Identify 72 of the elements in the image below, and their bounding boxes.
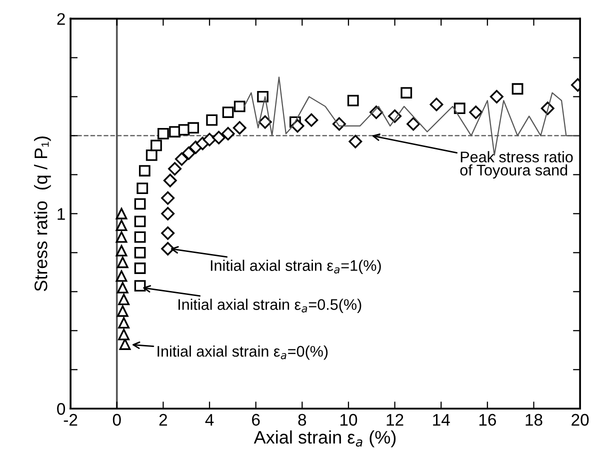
point (161, 226, 175, 240)
annotation: Initial axial strain ε$_{a}$=0.5(%) (178, 298, 362, 313)
x-tick-label: 20 (572, 414, 589, 426)
point (134, 262, 146, 274)
point (116, 208, 128, 220)
point (138, 165, 150, 176)
point (168, 162, 182, 176)
point (146, 149, 158, 161)
point (116, 270, 128, 282)
y-tick-label: 0 (57, 403, 66, 415)
point (116, 305, 128, 317)
point (116, 231, 128, 243)
y-tick-label: 1 (58, 208, 65, 220)
point (158, 128, 169, 140)
point (134, 280, 146, 292)
x-tick-label: 0 (112, 414, 121, 426)
x-tick-label: 12 (386, 414, 404, 426)
point (512, 83, 524, 95)
point (454, 102, 466, 114)
x-tick-label: 10 (340, 414, 358, 426)
point (118, 328, 130, 340)
point (212, 130, 226, 144)
point (118, 317, 130, 329)
point (163, 174, 177, 188)
point (134, 231, 146, 243)
point (136, 182, 148, 194)
x-tick-label: -2 (64, 414, 78, 426)
point (116, 256, 128, 268)
x-tick-label: 6 (252, 414, 260, 426)
point (258, 115, 272, 129)
point (116, 220, 128, 232)
point (221, 126, 235, 140)
point (150, 140, 162, 152)
x-tick-label: 2 (159, 414, 167, 426)
point (222, 106, 234, 118)
point (161, 242, 175, 256)
y-tick-label: 2 (57, 13, 65, 25)
point (469, 106, 483, 119)
point (134, 246, 146, 258)
point (400, 87, 412, 98)
point (202, 132, 216, 146)
point (347, 94, 359, 106)
point (175, 152, 188, 166)
point (290, 119, 304, 133)
point (134, 216, 146, 228)
point (116, 245, 128, 256)
point (188, 122, 199, 134)
x-tick-label: 18 (526, 414, 542, 426)
point (182, 146, 196, 160)
point (234, 100, 246, 112)
point (206, 114, 218, 126)
x-tick-label: 14 (433, 414, 450, 426)
x-tick-label: 8 (298, 414, 306, 426)
point (304, 113, 318, 127)
point (161, 191, 175, 205)
point (116, 282, 128, 294)
point (232, 121, 246, 135)
x-axis-title: Axial strain ε$_{a}$ (%) (254, 430, 396, 448)
y-axis-title: Stress ratio (q / P₁) (34, 136, 51, 292)
point (430, 98, 444, 112)
point (406, 117, 420, 131)
point (161, 206, 175, 220)
point (119, 338, 131, 350)
point (118, 294, 130, 306)
point (348, 134, 362, 148)
x-tick-label: 4 (205, 414, 214, 426)
annotation: Peak stress ratio of Toyoura sand (460, 151, 573, 179)
point (490, 90, 504, 104)
point (134, 198, 146, 210)
x-tick-label: 16 (479, 414, 496, 426)
annotation: Initial axial strain ε$_{a}$=1(%) (210, 260, 381, 274)
annotation: Initial axial strain ε$_{a}$=0(%) (158, 346, 328, 360)
